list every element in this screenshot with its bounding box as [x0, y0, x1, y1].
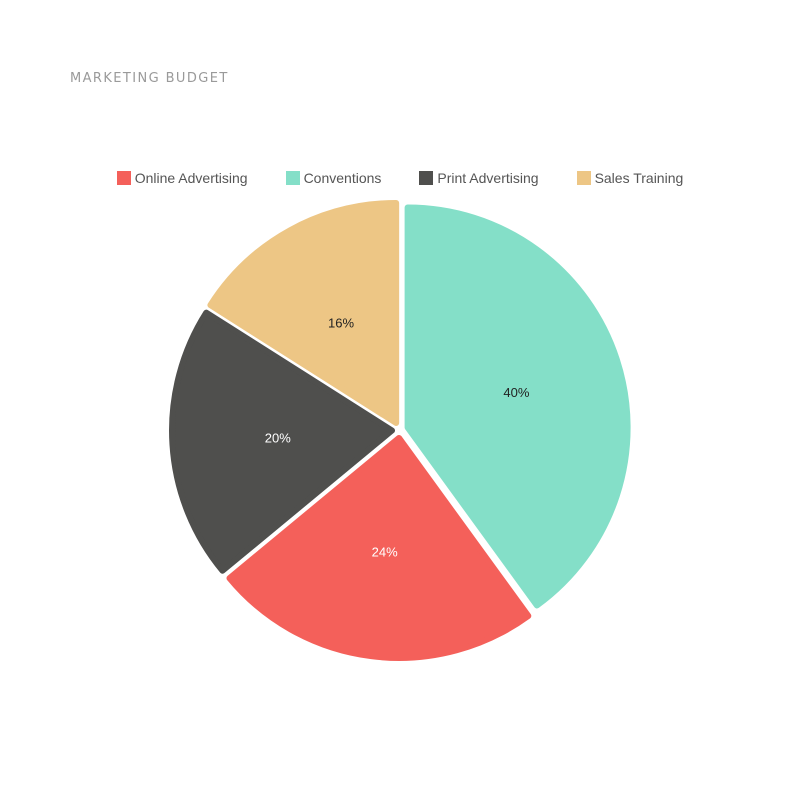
legend-item-sales-training[interactable]: Sales Training	[576, 170, 684, 186]
legend-label: Conventions	[303, 170, 382, 186]
legend-swatch	[116, 171, 131, 185]
legend-swatch	[285, 171, 300, 185]
legend-label: Online Advertising	[134, 170, 248, 186]
pie-slice-sales-training[interactable]	[207, 199, 400, 426]
legend-item-online-advertising[interactable]: Online Advertising	[116, 170, 248, 186]
chart-title: MARKETING BUDGET	[70, 71, 229, 86]
slice-label: 40%	[503, 385, 529, 400]
slice-label: 16%	[328, 316, 354, 331]
legend-swatch	[419, 171, 434, 185]
legend-item-print-advertising[interactable]: Print Advertising	[419, 170, 539, 186]
legend-label: Sales Training	[594, 170, 684, 186]
slice-label: 20%	[265, 431, 291, 446]
pie-slice-conventions[interactable]	[404, 204, 631, 609]
pie-slice-online-advertising[interactable]	[226, 434, 532, 661]
legend: Online Advertising Conventions Print Adv…	[0, 170, 800, 186]
legend-item-conventions[interactable]: Conventions	[285, 170, 382, 186]
legend-swatch	[576, 171, 591, 185]
legend-label: Print Advertising	[437, 170, 539, 186]
pie-slice-print-advertising[interactable]	[169, 309, 396, 574]
slice-label: 24%	[372, 544, 398, 559]
